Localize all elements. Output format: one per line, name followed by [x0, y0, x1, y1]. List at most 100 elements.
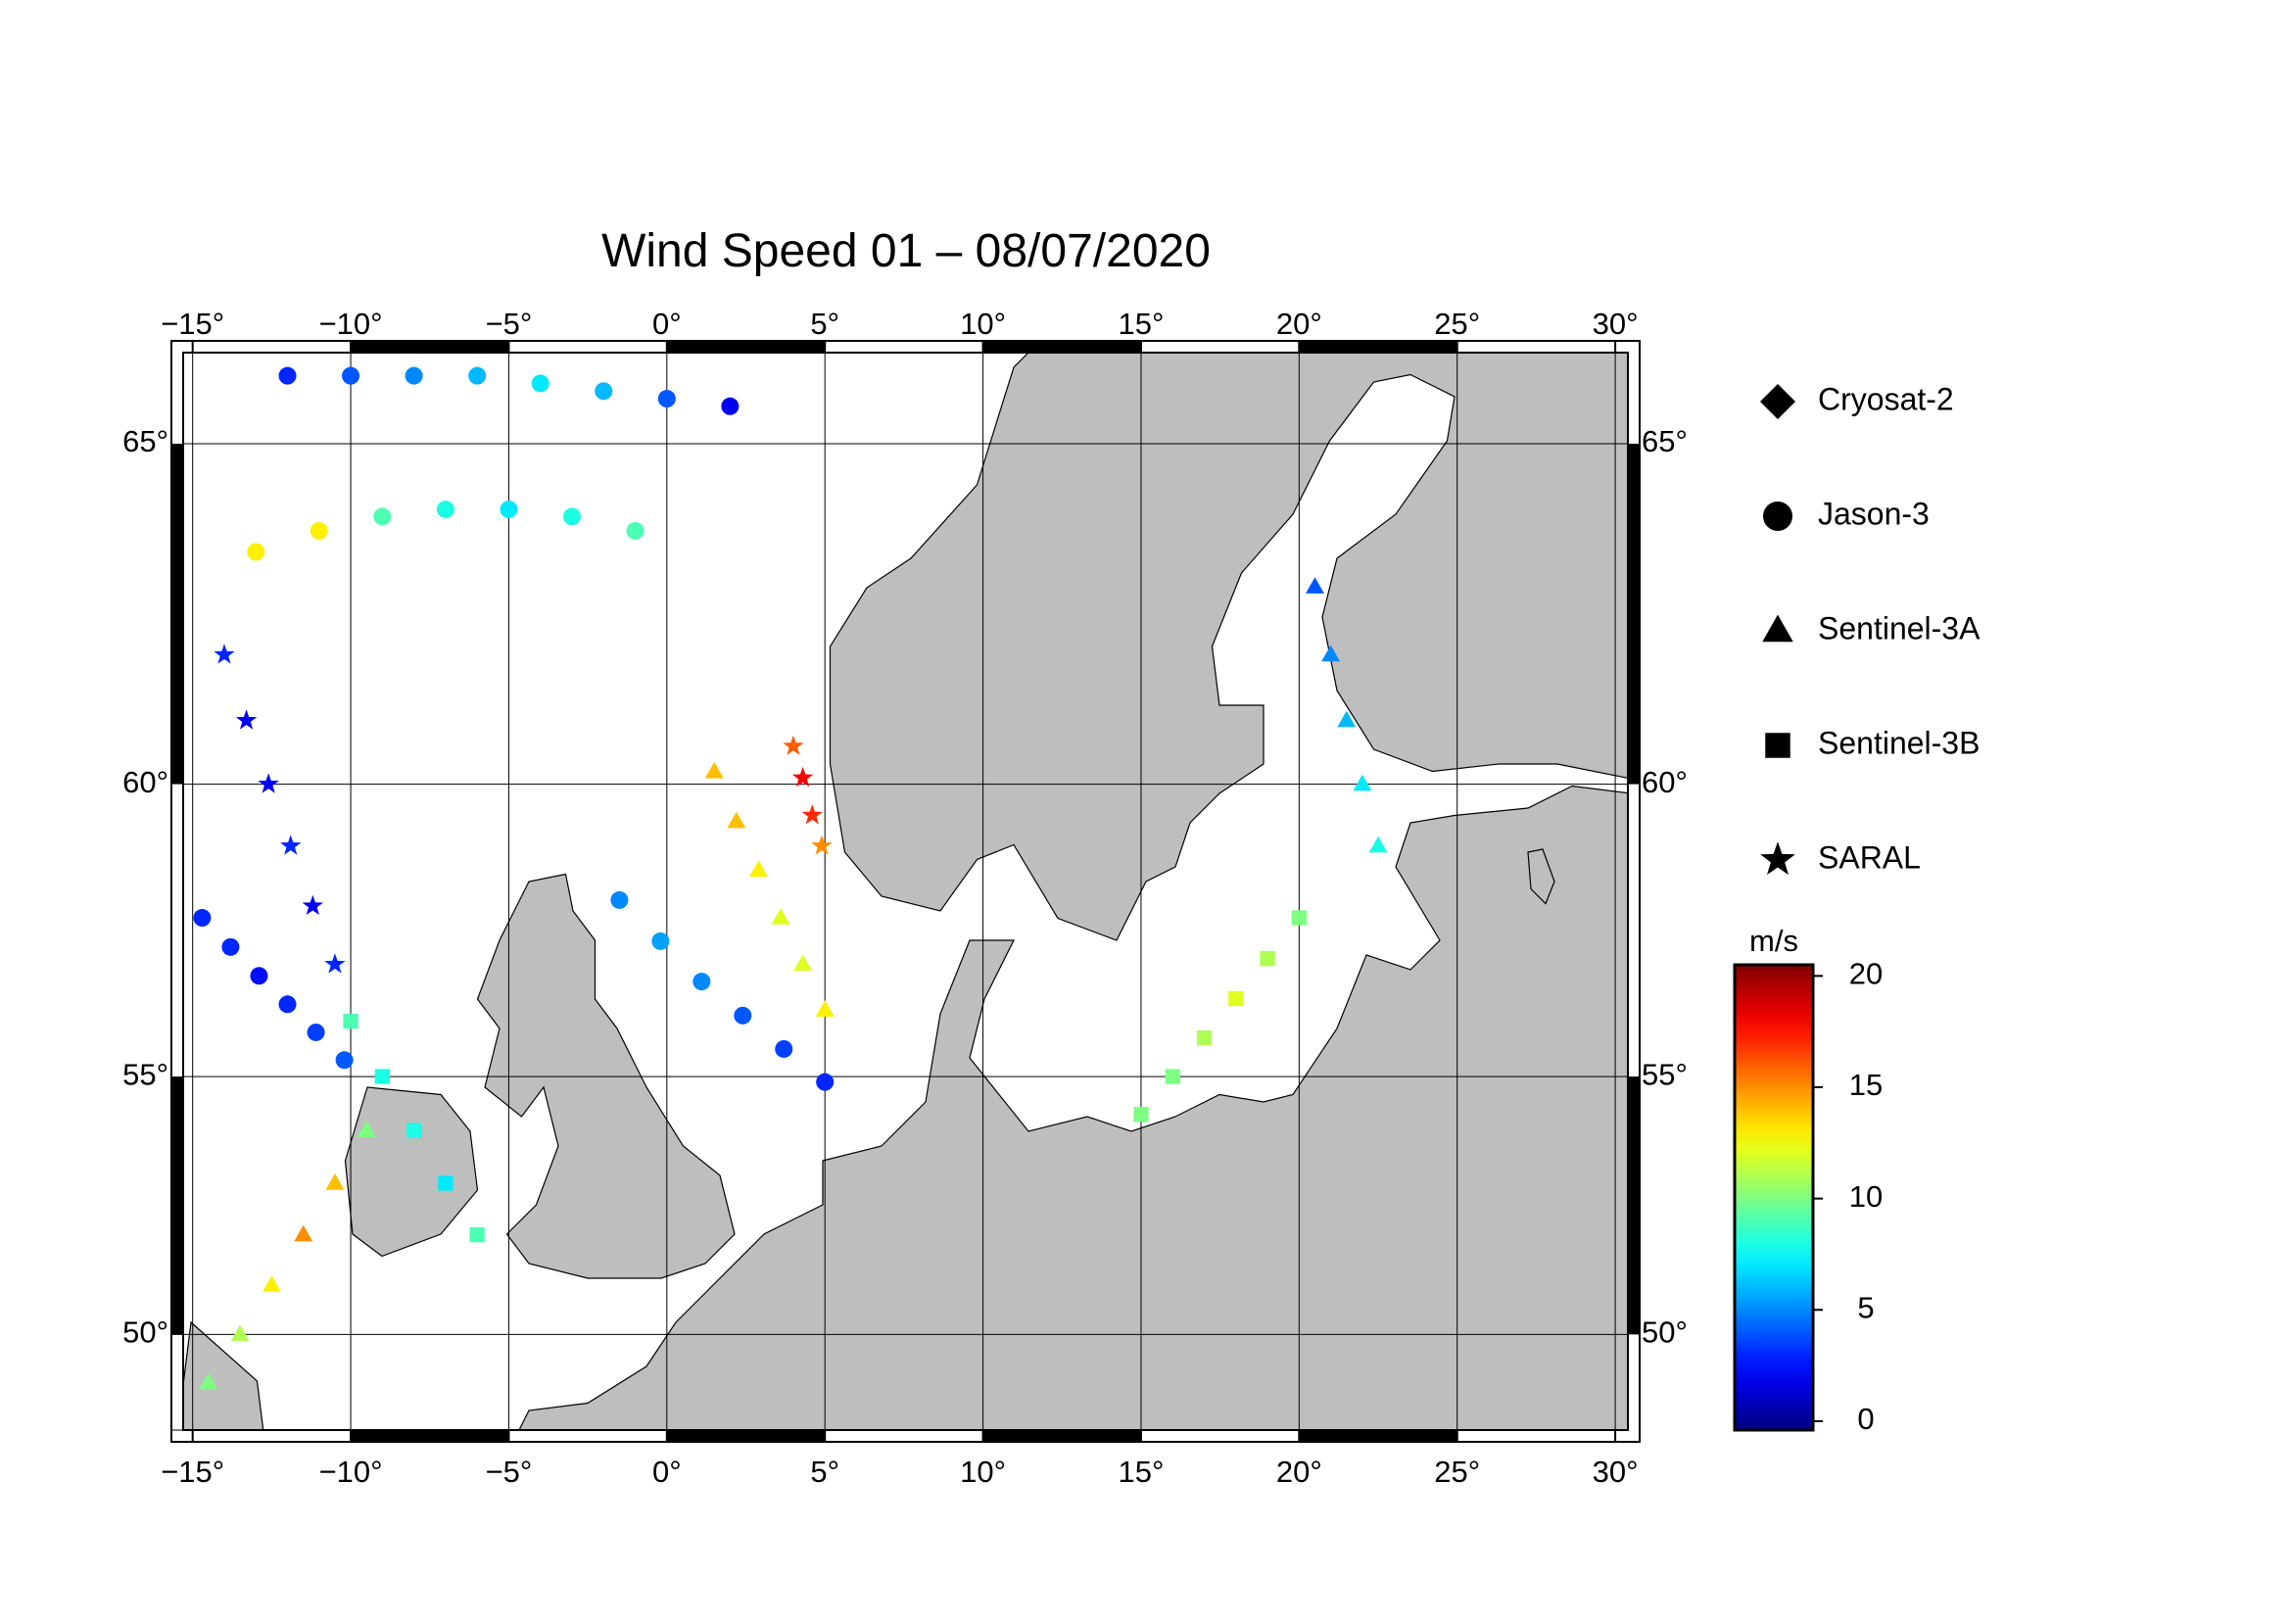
- frame-band: [351, 1430, 509, 1442]
- point: [325, 1173, 345, 1190]
- point: [374, 1069, 390, 1084]
- x-tick-label: 15°: [1119, 1455, 1165, 1489]
- point: [793, 954, 813, 972]
- point: [199, 1372, 218, 1390]
- x-tick-label: 30°: [1593, 1455, 1639, 1489]
- frame-band: [170, 1333, 184, 1431]
- y-tick-label: 65°: [1642, 424, 1688, 458]
- legend-label: Cryosat-2: [1818, 381, 1954, 416]
- point: [692, 973, 711, 991]
- y-tick-label: 50°: [1642, 1315, 1688, 1350]
- point: [791, 766, 814, 788]
- point: [250, 967, 268, 985]
- legend: Cryosat-2 Jason-3 Sentinel-3A Sentinel-3B SA…: [1760, 381, 1981, 875]
- point: [230, 1324, 250, 1342]
- legend-marker: [1760, 384, 1795, 419]
- x-tick-label: 20°: [1276, 307, 1322, 341]
- point: [262, 1275, 281, 1292]
- point: [235, 709, 258, 730]
- x-tick-label: 5°: [810, 307, 839, 341]
- frame-band: [982, 341, 1141, 353]
- point: [373, 507, 392, 526]
- point: [342, 366, 360, 385]
- point: [1337, 710, 1357, 728]
- y-tick-label: 65°: [122, 424, 168, 458]
- point: [302, 894, 324, 916]
- frame-band: [171, 1076, 183, 1335]
- point: [1353, 774, 1372, 791]
- chart-title: Wind Speed 01 – 08/07/2020: [601, 225, 1211, 277]
- y-tick-label: 55°: [122, 1057, 168, 1091]
- x-tick-label: −5°: [486, 307, 533, 341]
- point: [438, 1175, 453, 1191]
- y-tick-label: 50°: [122, 1315, 168, 1350]
- point: [704, 761, 724, 779]
- point: [816, 1073, 835, 1091]
- legend-marker: [1762, 614, 1793, 643]
- frame: −15° −15° −10° −10° −5° −5° 0° 0° 5° 5° 10° 10° 15° 1…: [122, 307, 1688, 1489]
- colorbar-tick-label: 5: [1857, 1290, 1874, 1324]
- legend-marker: [1760, 841, 1795, 876]
- point: [657, 390, 676, 408]
- colorbar-tick-label: 0: [1857, 1402, 1874, 1436]
- point: [307, 1023, 325, 1041]
- frame-band: [1299, 1430, 1457, 1442]
- point: [610, 890, 629, 909]
- y-tick-label: 55°: [1642, 1057, 1688, 1091]
- point: [278, 366, 297, 385]
- point: [801, 804, 823, 825]
- point: [721, 397, 740, 415]
- x-tick-label: −5°: [486, 1455, 533, 1489]
- point: [280, 835, 302, 855]
- point: [775, 1039, 793, 1058]
- point: [247, 543, 265, 561]
- points: [193, 366, 1388, 1390]
- point: [811, 835, 833, 855]
- x-tick-label: −15°: [161, 307, 224, 341]
- colorbar-scale: [1733, 963, 1815, 1432]
- x-tick-label: 0°: [652, 1455, 682, 1489]
- point: [214, 644, 235, 664]
- point: [469, 1226, 485, 1243]
- colorbar-tick-label: 10: [1849, 1179, 1883, 1214]
- point: [1165, 1069, 1180, 1084]
- x-tick-label: 10°: [960, 307, 1006, 341]
- point: [436, 501, 454, 519]
- y-tick-label: 60°: [122, 765, 168, 799]
- point: [562, 507, 581, 526]
- point: [734, 1006, 752, 1025]
- point: [294, 1224, 313, 1242]
- point: [500, 501, 518, 519]
- point: [405, 366, 423, 385]
- legend-label: Sentinel-3B: [1818, 725, 1980, 760]
- point: [335, 1051, 354, 1070]
- point: [343, 1013, 358, 1029]
- x-tick-label: 25°: [1434, 307, 1480, 341]
- point: [406, 1122, 422, 1138]
- point: [1196, 1030, 1213, 1046]
- colorbar: m/s 0 5 10 15 20: [1733, 924, 1883, 1436]
- frame-band: [666, 1430, 826, 1442]
- point: [748, 860, 768, 878]
- point: [651, 931, 670, 950]
- point: [783, 735, 804, 755]
- point: [595, 382, 613, 401]
- x-tick-label: 30°: [1593, 307, 1639, 341]
- x-tick-label: −15°: [161, 1455, 224, 1489]
- map-outer-border: [170, 340, 1641, 1443]
- point: [1228, 990, 1244, 1007]
- point: [324, 953, 346, 974]
- point: [815, 1000, 835, 1017]
- legend-marker: [1763, 502, 1792, 531]
- colorbar-tick-label: 15: [1849, 1068, 1883, 1102]
- x-tick-label: 15°: [1119, 307, 1165, 341]
- point: [310, 521, 328, 540]
- x-tick-label: 0°: [652, 307, 682, 341]
- x-tick-label: 25°: [1434, 1455, 1480, 1489]
- point: [727, 811, 746, 829]
- grid: [183, 353, 1628, 1430]
- y-tick-label: 60°: [1642, 765, 1688, 799]
- x-tick-label: 10°: [960, 1455, 1006, 1489]
